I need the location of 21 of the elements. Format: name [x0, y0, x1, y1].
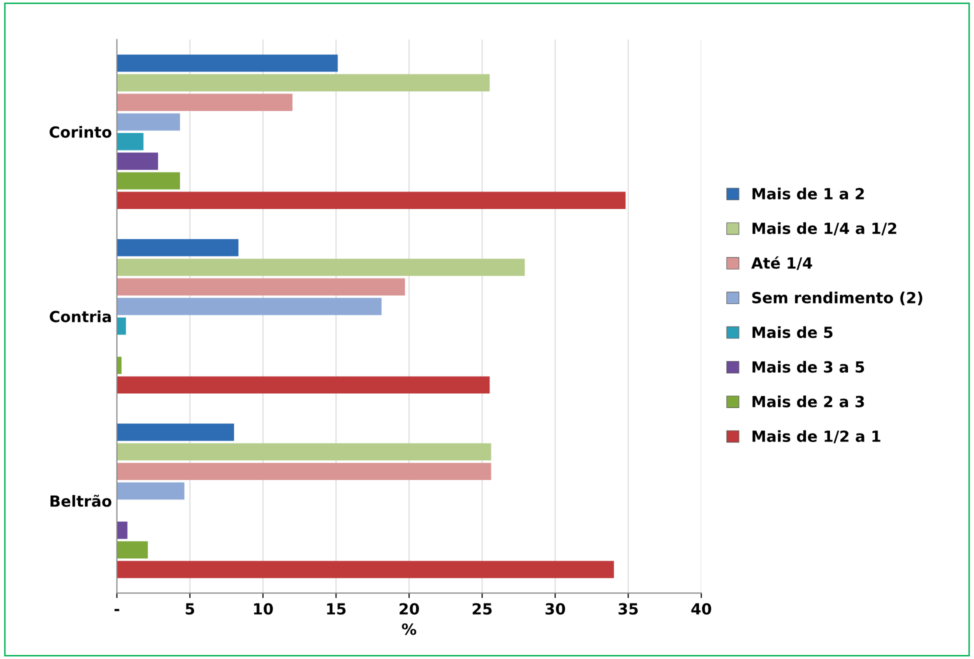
- x-tick-label: 35: [618, 603, 638, 615]
- legend-label: Mais de 1 a 2: [752, 188, 864, 200]
- legend-label: Mais de 3 a 5: [752, 360, 864, 373]
- x-tick-label: 20: [400, 603, 419, 615]
- y-tick-label: Beltrão: [50, 494, 112, 507]
- x-tick-label: 25: [472, 603, 492, 615]
- x-axis-title: %: [402, 623, 416, 635]
- x-tick-label: 40: [691, 603, 712, 615]
- x-tick-label: 5: [186, 603, 194, 615]
- y-tick-label: Contria: [50, 310, 111, 322]
- legend-label: Sem rendimento (2): [752, 292, 922, 306]
- y-tick-label: Corinto: [50, 126, 112, 138]
- legend-label: Mais de 5: [752, 326, 833, 338]
- legend-label: Mais de 1/4 a 1/2: [752, 222, 896, 236]
- legend-label: Mais de 1/2 a 1: [752, 430, 880, 444]
- x-tick-label: 10: [254, 603, 273, 615]
- x-tick-label: -: [114, 608, 120, 612]
- legend-label: Até 1/4: [751, 256, 812, 270]
- x-tick-label: 30: [546, 603, 566, 615]
- x-tick-label: 15: [327, 603, 346, 615]
- legend-label: Mais de 2 a 3: [752, 396, 864, 408]
